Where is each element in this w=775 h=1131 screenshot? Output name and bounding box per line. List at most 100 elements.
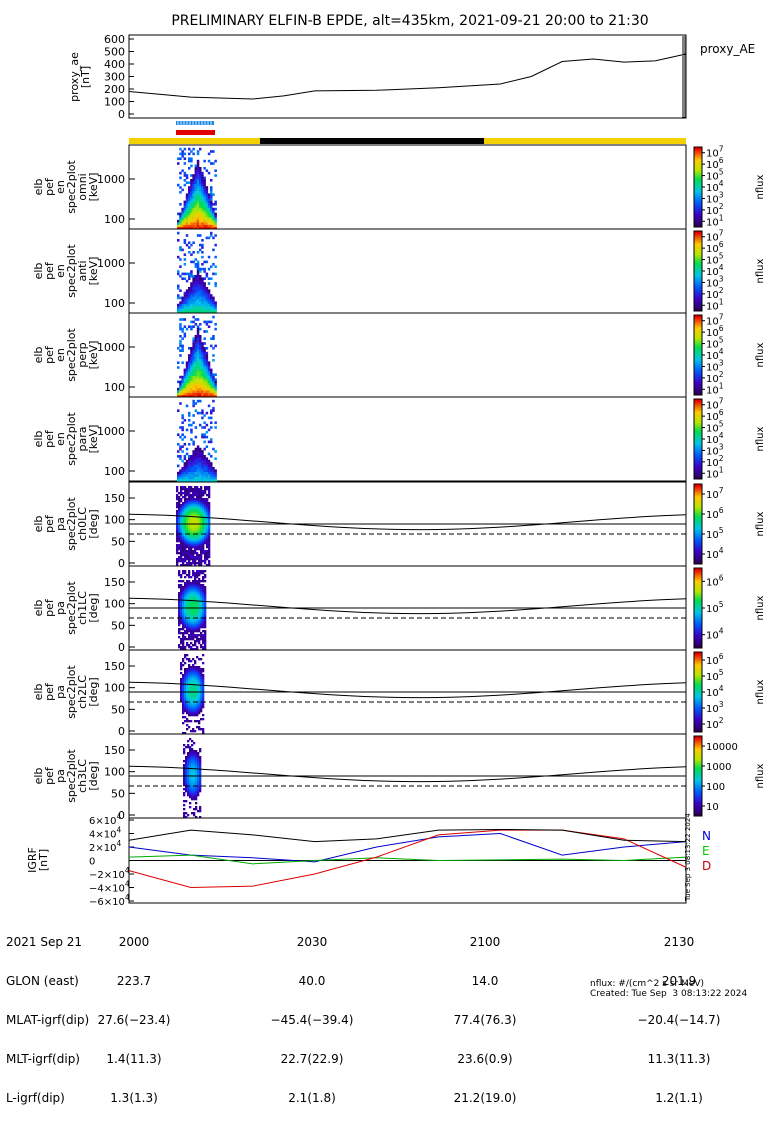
spectrogram-cell [178, 504, 181, 507]
spectrogram-cell [199, 766, 202, 769]
spectrogram-cell [212, 390, 215, 393]
colorbar-cell [694, 219, 702, 222]
spectrogram-cell [192, 500, 195, 503]
spectrogram-cell [186, 632, 189, 635]
spectrogram-cell [192, 479, 195, 482]
spectrogram-cell [202, 638, 205, 641]
spectrogram-cell [188, 455, 191, 458]
spectrogram-cell [194, 164, 198, 168]
spectrogram-cell [183, 301, 187, 304]
spectrogram-cell [186, 590, 189, 593]
spectrogram-cell [188, 664, 191, 667]
spectrogram-cell [198, 624, 201, 627]
spectrogram-cell [200, 644, 203, 647]
spectrogram-cell [180, 686, 183, 689]
spectrogram-cell [185, 816, 188, 819]
spectrogram-cell [201, 308, 204, 312]
spectrogram-cell [191, 740, 194, 743]
spectrogram-cell [190, 704, 193, 707]
spectrogram-cell [192, 457, 195, 460]
spectrogram-cell [180, 498, 183, 501]
spectrogram-cell [176, 522, 179, 525]
spectrogram-cell [186, 490, 189, 493]
spectrogram-cell [207, 219, 211, 223]
spectrogram-cell [192, 668, 195, 671]
spectrogram-cell [183, 205, 187, 208]
footer-value: 11.3(11.3) [647, 1052, 711, 1066]
spectrogram-cell [196, 614, 199, 617]
spectrogram-cell [187, 784, 190, 787]
spectrogram-cell [205, 457, 209, 460]
spectrogram-cell [204, 646, 207, 649]
colorbar-cell [694, 540, 702, 543]
spectrogram-cell [198, 528, 201, 531]
spectrogram-cell [187, 752, 190, 755]
spectrogram-cell [203, 373, 206, 376]
spectrogram-cell [196, 492, 199, 495]
spectrogram-cell [198, 702, 201, 705]
spectrogram-cell [202, 526, 205, 529]
colorbar-cell [694, 415, 702, 418]
spectrogram-cell [194, 318, 198, 321]
ae-line [128, 53, 687, 100]
spectrogram-cell [190, 296, 193, 300]
spectrogram-cell [188, 378, 191, 381]
spectrogram-cell [189, 762, 192, 765]
spectrogram-cell [207, 267, 211, 271]
spectrogram-cell [196, 210, 200, 213]
spectrogram-cell [182, 704, 185, 707]
spectrogram-cell [177, 303, 180, 307]
spectrogram-cell [210, 385, 213, 388]
spectrogram-cell [196, 385, 200, 388]
spectrogram-cell [183, 471, 187, 475]
spectrogram-cell [206, 526, 209, 529]
spectrogram-cell [182, 542, 185, 545]
spectrogram-cell [190, 556, 193, 559]
spectrogram-cell [199, 243, 202, 247]
spectrogram-cell [188, 678, 191, 681]
spectrogram-cell [190, 520, 193, 523]
spectrogram-cell [183, 792, 186, 795]
spectrogram-cell [196, 198, 200, 201]
spectrogram-cell [208, 544, 211, 547]
spectrogram-cell [194, 409, 198, 412]
spectrogram-cell [186, 584, 189, 587]
spectrogram-cell [194, 452, 198, 456]
spectrogram-cell [204, 590, 207, 593]
spectrogram-cell [202, 502, 205, 505]
spectrogram-cell [195, 780, 198, 783]
spectrogram-cell [200, 698, 203, 701]
spectrogram-cell [182, 674, 185, 677]
spectrogram-cell [188, 467, 191, 470]
spectrogram-cell [189, 790, 192, 793]
spectrogram-cell [185, 227, 189, 230]
spectrogram-cell [214, 219, 217, 223]
spectrogram-cell [190, 159, 193, 163]
spectrogram-cell [190, 387, 193, 391]
spectrogram-cell [180, 678, 183, 681]
spectrogram-cell [196, 626, 199, 629]
spectrogram-cell [210, 188, 213, 192]
spectrogram-cell [212, 447, 215, 451]
colorbar-cell [694, 363, 702, 366]
spectrogram-cell [202, 580, 205, 583]
spectrogram-cell [180, 684, 183, 687]
spectrogram-cell [204, 550, 207, 553]
spectrogram-cell [212, 359, 215, 362]
pitch-angle-panels: 050100150elbpefpaspec2plotch0LC[deg]1041… [32, 481, 766, 822]
colorbar-cell [694, 806, 702, 809]
spectrogram-cell [193, 794, 196, 797]
loss-cone-line [128, 597, 687, 615]
colorbar-cell [694, 423, 702, 426]
spectrogram-cell [194, 562, 197, 565]
spectrogram-cell [195, 792, 198, 795]
colorbar-cell [694, 554, 702, 557]
spectrogram-cell [192, 395, 195, 398]
spectrogram-cell [190, 700, 193, 703]
spectrogram-cell [192, 626, 195, 629]
spectrogram-cell [205, 219, 209, 223]
spectrogram-cell [190, 546, 193, 549]
spectrogram-cell [198, 604, 201, 607]
spectrogram-cell [183, 776, 186, 779]
spectrogram-cell [200, 592, 203, 595]
